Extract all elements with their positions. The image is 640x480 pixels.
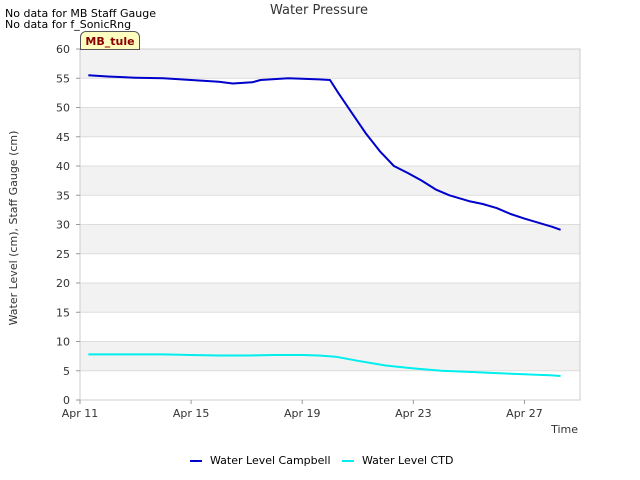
series-line-ctd [88, 353, 561, 377]
chart-title: Water Pressure [270, 3, 368, 18]
no-data-note-sonic-rng: No data for f_SonicRng [5, 18, 132, 31]
y-axis-label: Water Level (cm), Staff Gauge (cm) [7, 131, 20, 326]
x-tick-label: Apr 11 [62, 407, 99, 420]
background-band [80, 166, 580, 196]
background-band [80, 107, 580, 137]
grid-lines [80, 48, 580, 401]
legend-swatch-campbell [190, 460, 202, 462]
background-bands [80, 49, 580, 371]
y-axis-ticks: 0 5 10 15 20 25 30 35 40 45 50 55 60 [56, 43, 80, 407]
background-band [80, 49, 580, 79]
series-line-campbell [88, 74, 561, 231]
x-tick-label: Apr 19 [284, 407, 321, 420]
y-tick-label: 45 [56, 131, 70, 144]
y-tick-label: 0 [63, 394, 70, 407]
x-tick-label: Apr 23 [395, 407, 432, 420]
x-axis-label: Time [550, 423, 578, 436]
x-axis-ticks: Apr 11 Apr 15 Apr 19 Apr 23 Apr 27 [62, 400, 543, 420]
y-tick-label: 55 [56, 72, 70, 85]
y-tick-label: 20 [56, 277, 70, 290]
y-tick-label: 10 [56, 336, 70, 349]
background-band [80, 283, 580, 313]
y-tick-label: 25 [56, 248, 70, 261]
legend-swatch-ctd [342, 460, 354, 462]
y-tick-label: 35 [56, 189, 70, 202]
legend-label-campbell: Water Level Campbell [210, 454, 331, 467]
legend: Water Level Campbell Water Level CTD [0, 454, 640, 468]
background-band [80, 224, 580, 254]
y-tick-label: 40 [56, 160, 70, 173]
no-data-note-staff-gauge: No data for MB Staff Gauge [5, 7, 156, 20]
x-tick-label: Apr 27 [506, 407, 543, 420]
y-tick-label: 50 [56, 102, 70, 115]
series-lines [88, 74, 561, 377]
y-tick-label: 30 [56, 219, 70, 232]
site-label-badge: MB_tule [80, 31, 140, 50]
y-tick-label: 15 [56, 306, 70, 319]
legend-item-ctd: Water Level CTD [342, 454, 453, 467]
legend-item-campbell: Water Level Campbell [190, 454, 331, 467]
x-tick-label: Apr 15 [173, 407, 210, 420]
y-tick-label: 60 [56, 43, 70, 56]
legend-label-ctd: Water Level CTD [362, 454, 454, 467]
y-tick-label: 5 [63, 365, 70, 378]
